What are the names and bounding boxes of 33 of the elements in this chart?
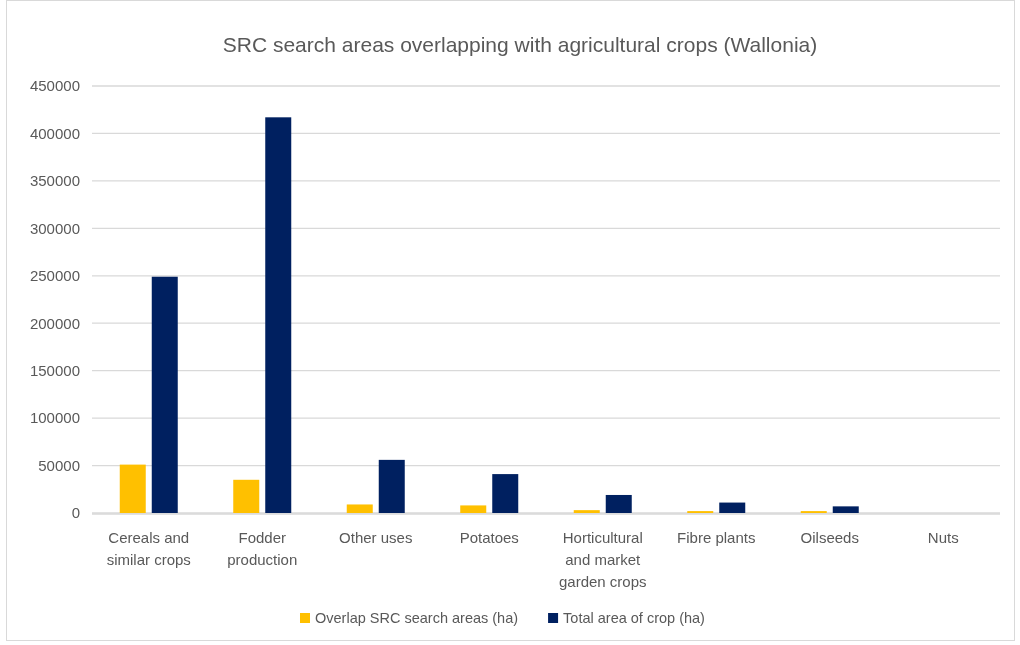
x-tick-label: Other uses [339,529,413,546]
x-tick-label: Horticultural and market garden crops [558,529,647,590]
x-tick-label: Fodder production [227,529,298,568]
y-tick-label: 350000 [29,172,80,190]
y-tick-label: 300000 [29,219,80,237]
bar [832,506,859,513]
y-tick-label: 250000 [29,267,80,285]
x-tick-label: Fibre plants [677,529,756,546]
bar [233,479,260,513]
bar [605,494,632,513]
bar [265,117,292,513]
y-tick-label: 100000 [29,409,80,427]
bar [346,504,373,513]
bar [460,505,487,513]
y-tick-label: 0 [71,504,80,522]
y-tick-label: 50000 [38,456,80,474]
chart-title: SRC search areas overlapping with agricultural crops (Wallonia) [222,33,818,56]
y-tick-label: 400000 [29,124,80,142]
y-tick-label: 200000 [29,314,80,332]
legend-label: Overlap SRC search areas (ha) [315,610,519,626]
bar [719,502,746,513]
y-tick-label: 450000 [29,77,80,95]
bar [492,474,519,513]
bar [378,459,405,513]
bar [119,464,146,513]
x-tick-label: Oilseeds [800,529,859,546]
x-tick-label: Cereals and similar crops [106,529,191,568]
bar [573,510,600,513]
x-tick-label: Nuts [927,529,959,546]
bar [151,276,178,513]
y-tick-label: 150000 [29,361,80,379]
x-tick-label: Potatoes [459,529,519,546]
legend-label: Total area of crop (ha) [563,610,705,626]
